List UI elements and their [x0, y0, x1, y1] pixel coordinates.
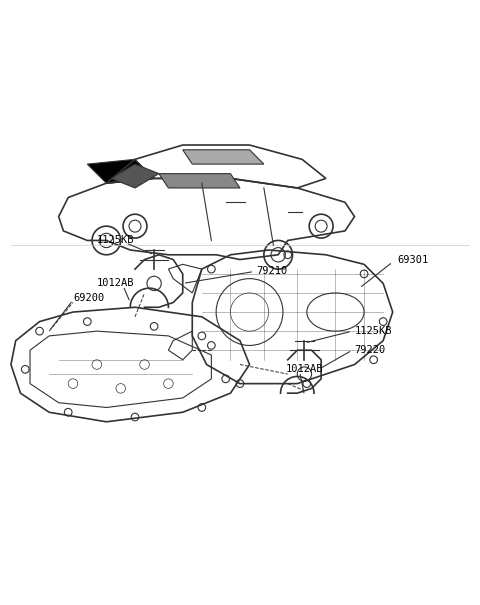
Text: 1125KB: 1125KB	[355, 326, 392, 336]
Polygon shape	[87, 159, 154, 183]
Text: 1012AB: 1012AB	[285, 364, 323, 374]
Polygon shape	[159, 174, 240, 188]
Text: 69301: 69301	[397, 255, 429, 264]
Polygon shape	[183, 150, 264, 164]
Text: 79220: 79220	[355, 345, 386, 355]
Polygon shape	[111, 164, 159, 188]
Text: 69200: 69200	[73, 293, 104, 302]
Text: 79210: 79210	[257, 266, 288, 276]
Text: 1012AB: 1012AB	[97, 278, 134, 289]
Text: 1125KB: 1125KB	[97, 235, 134, 246]
